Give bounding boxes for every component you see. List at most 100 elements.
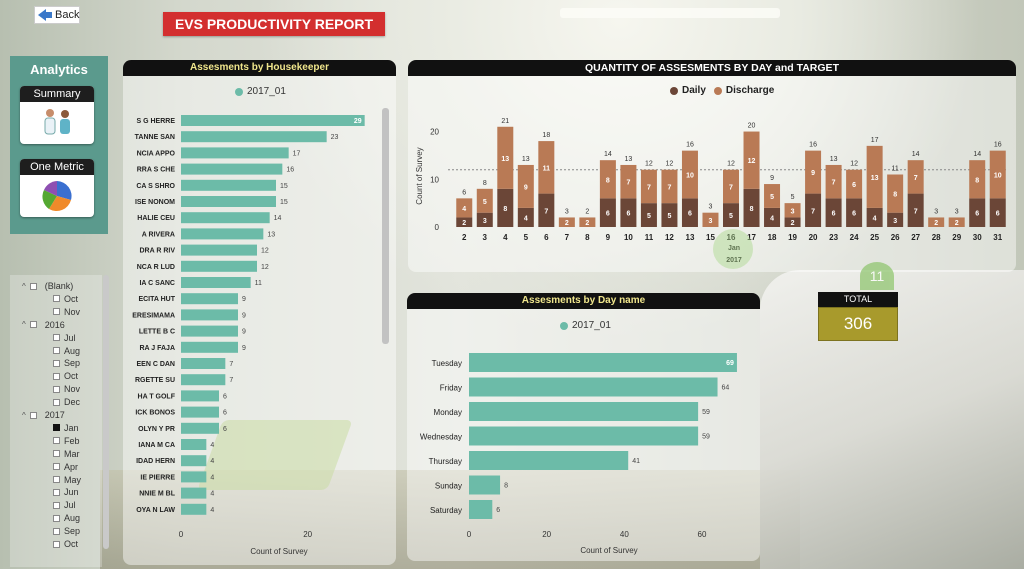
slicer-item[interactable]: ^ (Blank): [22, 281, 73, 291]
slicer-checkbox[interactable]: [53, 334, 60, 342]
housekeeper-bar: [181, 439, 207, 450]
slicer-checkbox[interactable]: [29, 321, 37, 329]
slicer-item[interactable]: Feb: [53, 436, 80, 446]
housekeeper-bar: [181, 277, 251, 288]
housekeeper-category-label: NCA R LUD: [137, 264, 175, 271]
slicer-item[interactable]: Dec: [53, 397, 80, 407]
total-card: TOTAL 306: [818, 292, 898, 341]
slicer-item[interactable]: ^ 2017: [22, 410, 65, 420]
by-day-x-tick: 10: [624, 233, 633, 242]
slicer-checkbox[interactable]: [53, 501, 60, 509]
slicer-item[interactable]: Oct: [53, 371, 78, 381]
daily-data-label: 6: [688, 211, 692, 218]
day-name-legend-label: 2017_01: [572, 320, 611, 331]
expand-chevron-icon[interactable]: ^: [22, 281, 26, 291]
discharge-data-label: 5: [770, 194, 774, 201]
slicer-checkbox[interactable]: [53, 514, 60, 522]
expand-chevron-icon[interactable]: ^: [22, 410, 26, 420]
slicer-item-label: Nov: [64, 384, 81, 395]
slicer-item[interactable]: Oct: [53, 294, 78, 304]
by-day-x-tick: 31: [993, 233, 1002, 242]
back-button[interactable]: Back: [34, 6, 80, 24]
housekeeper-bar: [181, 293, 238, 305]
slicer-checkbox[interactable]: [53, 476, 60, 483]
slicer-checkbox[interactable]: [53, 527, 60, 535]
by-day-total-label: 14: [973, 151, 981, 158]
housekeeper-data-label: 23: [331, 134, 339, 141]
slicer-item[interactable]: May: [53, 475, 81, 485]
slicer-checkbox[interactable]: [53, 398, 60, 406]
pie-icon: [20, 175, 94, 217]
housekeeper-legend-label: 2017_01: [247, 86, 286, 97]
slicer-item[interactable]: Jan: [53, 423, 79, 433]
housekeeper-bar: [181, 309, 238, 321]
slicer-checkbox[interactable]: [53, 372, 60, 380]
housekeeper-category-label: RGETTE SU: [135, 377, 175, 384]
slicer-checkbox[interactable]: [53, 437, 60, 445]
slicer-item[interactable]: Nov: [53, 384, 80, 394]
day-name-x-tick: 60: [698, 530, 707, 539]
housekeeper-category-label: HA T GOLF: [138, 393, 176, 400]
legend-daily-label: Daily: [682, 85, 706, 96]
discharge-bar: [866, 145, 883, 208]
slicer-checkbox[interactable]: [53, 295, 60, 303]
slicer-item-label: Jul: [64, 332, 76, 343]
discharge-data-label: 3: [709, 218, 713, 225]
slicer-checkbox[interactable]: [53, 540, 60, 548]
slicer-item[interactable]: ^ 2016: [22, 320, 65, 330]
discharge-bar: [661, 169, 678, 204]
slicer-item[interactable]: Sep: [53, 358, 80, 368]
slicer-item[interactable]: Sep: [53, 526, 80, 536]
slicer-checkbox[interactable]: [53, 424, 60, 432]
discharge-bar: [723, 169, 739, 204]
housekeeper-bar: [181, 179, 276, 191]
by-day-x-tick: 15: [706, 233, 715, 242]
one-metric-nav-card[interactable]: One Metric: [20, 159, 94, 217]
discharge-data-label: 7: [626, 180, 630, 187]
by-day-x-tick: 7: [565, 233, 570, 242]
slicer-item[interactable]: Nov: [53, 307, 80, 317]
daily-data-label: 4: [873, 215, 877, 222]
by-day-total-label: 3: [565, 208, 569, 215]
back-arrow-icon: [38, 9, 52, 21]
slicer-item[interactable]: Jun: [53, 487, 79, 497]
slicer-item[interactable]: Aug: [53, 513, 80, 523]
daily-bar: [456, 217, 473, 227]
housekeeper-data-label: 17: [293, 150, 301, 157]
slicer-checkbox[interactable]: [29, 411, 37, 419]
daily-bar: [743, 188, 760, 227]
day-name-category-label: Thursday: [429, 457, 462, 466]
by-day-total-label: 21: [501, 118, 509, 125]
day-name-bar: [469, 500, 493, 519]
by-day-y-axis-label: Count of Survey: [415, 147, 424, 204]
slicer-checkbox[interactable]: [53, 488, 60, 496]
slicer-item[interactable]: Oct: [53, 539, 78, 549]
discharge-data-label: 13: [501, 156, 509, 163]
discharge-bar: [887, 174, 904, 213]
slicer-item[interactable]: Mar: [53, 449, 80, 459]
analytics-title: Analytics: [30, 62, 88, 77]
slicer-checkbox[interactable]: [53, 359, 60, 367]
discharge-data-label: 10: [994, 173, 1002, 180]
slicer-item[interactable]: Jul: [53, 500, 76, 510]
housekeeper-scrollbar[interactable]: [382, 108, 389, 344]
date-slicer[interactable]: ^ (Blank) Oct Nov ^ 2016 Jul Aug Sep Oct Nov Dec ^ 20…: [10, 275, 109, 567]
expand-chevron-icon[interactable]: ^: [22, 320, 26, 330]
discharge-data-label: 8: [606, 177, 610, 184]
slicer-checkbox[interactable]: [53, 450, 60, 458]
slicer-item[interactable]: Aug: [53, 346, 80, 356]
summary-nav-card[interactable]: Summary: [20, 86, 94, 144]
discharge-bar: [579, 217, 596, 227]
daily-data-label: 8: [503, 206, 507, 213]
slicer-checkbox[interactable]: [53, 347, 60, 354]
slicer-item[interactable]: Jul: [53, 333, 76, 343]
slicer-checkbox[interactable]: [53, 308, 60, 316]
slicer-checkbox[interactable]: [53, 463, 60, 471]
by-day-total-label: 6: [462, 189, 466, 196]
housekeeper-data-label: 15: [280, 199, 288, 206]
housekeeper-bar: [181, 503, 207, 515]
slicer-checkbox[interactable]: [53, 385, 60, 393]
slicer-checkbox[interactable]: [29, 282, 37, 290]
slicer-item[interactable]: Apr: [53, 462, 78, 472]
slicer-scrollbar[interactable]: [103, 275, 109, 549]
